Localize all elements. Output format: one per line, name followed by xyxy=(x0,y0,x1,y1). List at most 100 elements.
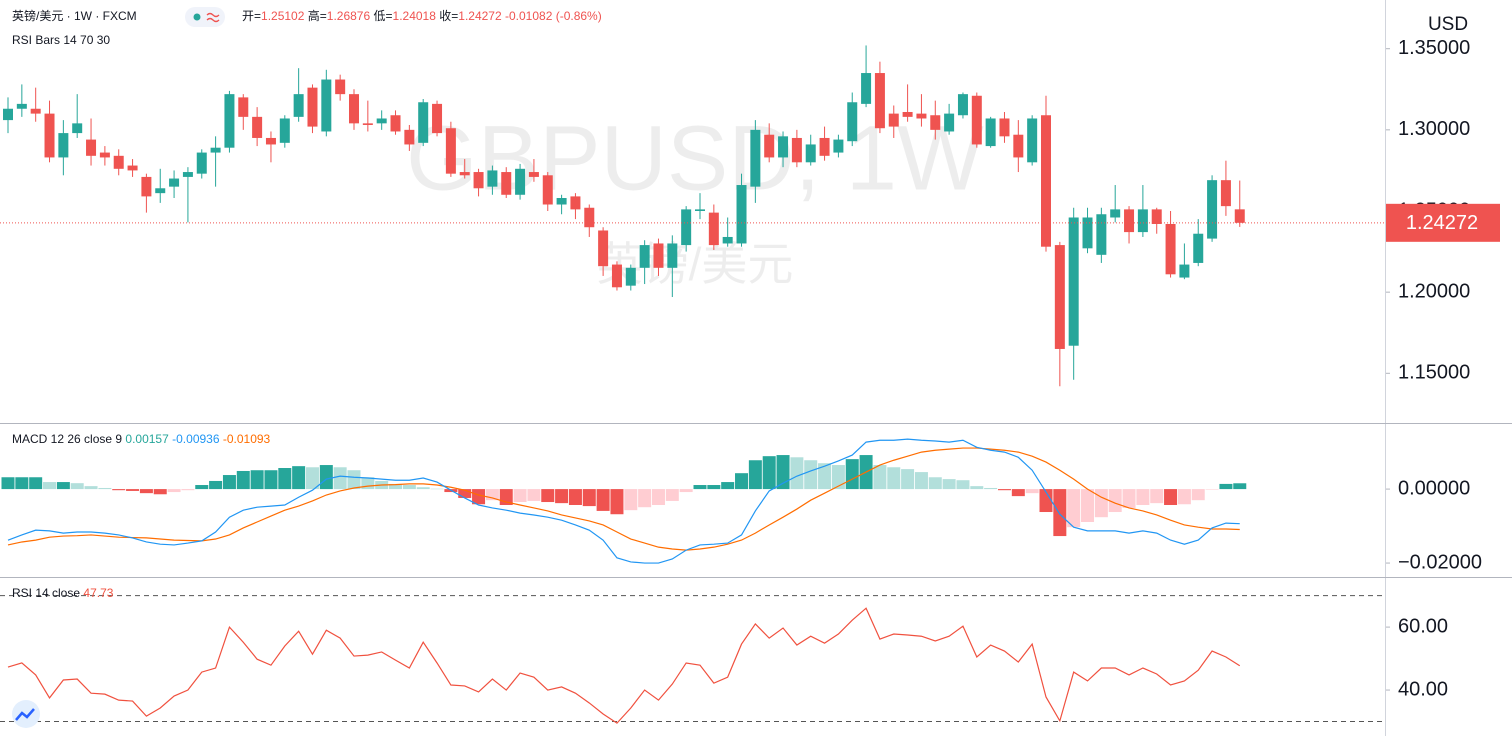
candle-body xyxy=(141,176,152,197)
histogram-bar xyxy=(1136,489,1150,505)
signal-line xyxy=(7,447,1240,551)
histogram-bar xyxy=(1108,489,1122,513)
y-tick-label: 40.00 xyxy=(1398,678,1448,700)
currency: USD xyxy=(1428,14,1468,35)
indicator-title[interactable]: RSI Bars 14 70 30 xyxy=(12,33,110,47)
candle-body xyxy=(805,144,816,163)
histogram-bar xyxy=(638,489,652,508)
histogram-bar xyxy=(292,466,306,490)
ohlc-value: 1.24018 xyxy=(393,9,437,23)
histogram-bar xyxy=(1094,489,1108,518)
candle-body xyxy=(58,133,69,158)
candle-body xyxy=(487,170,498,187)
candle-body xyxy=(252,116,263,138)
candle-body xyxy=(902,111,913,117)
candle-body xyxy=(44,113,55,158)
histogram-bar xyxy=(984,487,998,490)
candle-body xyxy=(667,243,678,268)
y-tick-label: −0.02000 xyxy=(1398,551,1482,573)
histogram-bar xyxy=(707,485,721,490)
candle-body xyxy=(1207,180,1218,239)
candle-body xyxy=(390,115,401,132)
candle-body xyxy=(30,108,41,114)
candle-body xyxy=(833,139,844,153)
histogram-bar xyxy=(84,486,98,490)
histogram-bar xyxy=(1164,489,1178,505)
candle-body xyxy=(404,129,415,145)
histogram-bar xyxy=(831,465,845,490)
histogram-bar xyxy=(596,489,610,511)
y-tick-label: 1.30000 xyxy=(1398,118,1470,140)
histogram-bar xyxy=(748,460,762,490)
marks: 1.150001.200001.250001.300001.35000−0.02… xyxy=(0,37,1500,724)
histogram-bar xyxy=(1011,489,1025,497)
rsi-line xyxy=(7,607,1241,724)
histogram-bar xyxy=(818,463,832,490)
histogram-bar xyxy=(333,467,347,490)
candle-body xyxy=(1151,209,1162,224)
histogram-bar xyxy=(1219,483,1233,490)
histogram-bar xyxy=(997,489,1011,491)
y-tick-label: 1.35000 xyxy=(1398,37,1470,59)
symbol-title[interactable]: 英镑/美元 · 1W · FXCM xyxy=(12,8,137,23)
histogram-bar xyxy=(1,477,15,490)
histogram-bar xyxy=(956,480,970,490)
macd-title[interactable]: MACD 12 26 close 9 xyxy=(12,432,122,446)
rsi-title[interactable]: RSI 14 close xyxy=(12,586,80,600)
histogram-bar xyxy=(209,480,223,490)
histogram-bar xyxy=(1177,489,1191,505)
histogram-bar xyxy=(679,489,693,493)
candle-body xyxy=(16,103,27,109)
histogram-bar xyxy=(762,456,776,490)
change: -0.01082 (-0.86%) xyxy=(505,9,602,23)
candle-body xyxy=(971,95,982,145)
status-badge[interactable] xyxy=(185,7,225,27)
histogram-bar xyxy=(15,477,29,490)
histogram-bar xyxy=(153,489,167,495)
histogram-bar xyxy=(347,470,361,490)
rsi-value: 47.73 xyxy=(83,586,113,600)
candle-body xyxy=(570,196,581,210)
histogram-bar xyxy=(873,465,887,490)
histogram-bar xyxy=(278,468,292,490)
candle-body xyxy=(556,198,567,205)
histogram-bar xyxy=(610,489,624,515)
ohlc-label: 收= xyxy=(439,9,458,23)
candle-body xyxy=(847,102,858,142)
candle-body xyxy=(3,108,13,121)
logo[interactable] xyxy=(12,700,40,728)
candle-body xyxy=(1220,180,1231,207)
histogram-bar xyxy=(513,489,527,503)
candle-body xyxy=(1193,233,1204,263)
histogram-bar xyxy=(222,475,236,490)
candle-body xyxy=(1165,223,1176,275)
y-tick-label: 0.00000 xyxy=(1398,477,1470,499)
candle-body xyxy=(916,113,927,119)
candle-body xyxy=(584,207,595,228)
histogram-bar xyxy=(887,467,901,490)
candle-body xyxy=(279,118,290,143)
candle-body xyxy=(930,115,941,130)
macd-value: -0.00936 xyxy=(172,432,220,446)
candle-body xyxy=(155,188,166,194)
price-label-bg xyxy=(1385,203,1500,242)
histogram-bar xyxy=(942,479,956,490)
histogram-bar xyxy=(970,486,984,490)
histogram-bar xyxy=(250,470,264,490)
candle-body xyxy=(778,136,789,158)
candle-body xyxy=(1013,134,1024,158)
histogram-bar xyxy=(416,487,430,490)
histogram-bar xyxy=(430,488,444,490)
histogram-bar xyxy=(1067,489,1081,528)
candle-body xyxy=(182,172,193,177)
ohlc-label: 高= xyxy=(308,8,327,23)
candle-body xyxy=(113,155,124,169)
histogram-bar xyxy=(139,489,153,494)
histogram-bar xyxy=(1205,489,1219,490)
ohlc-legend: 开=1.25102 高=1.26876 低=1.24018 收=1.24272 … xyxy=(242,8,602,23)
candle-body xyxy=(293,94,304,117)
candle-body xyxy=(376,118,387,124)
histogram-bar xyxy=(735,473,749,490)
rsi-legend: RSI 14 close 47.73 xyxy=(12,586,114,600)
